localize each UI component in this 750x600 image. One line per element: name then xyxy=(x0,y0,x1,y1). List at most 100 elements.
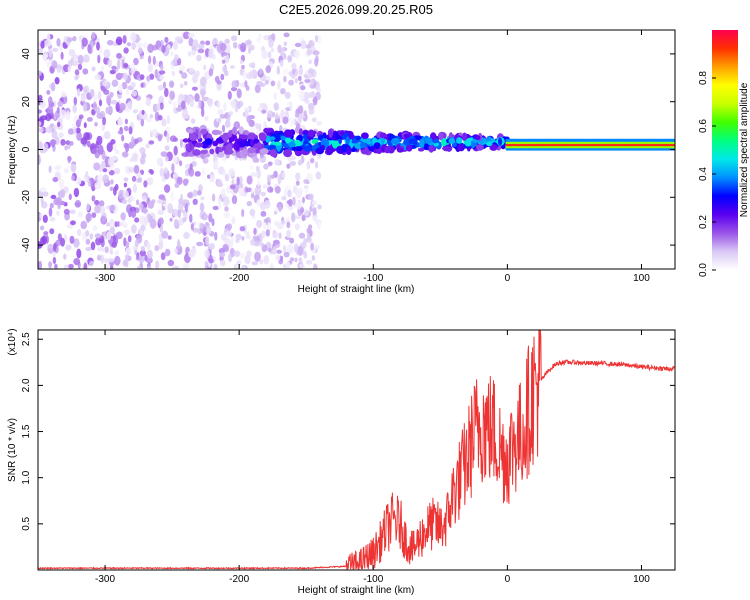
heatmap-cell xyxy=(66,224,72,229)
heatmap-cell xyxy=(89,233,94,240)
heatmap-cell xyxy=(91,66,96,72)
heatmap-cell xyxy=(366,140,372,145)
heatmap-cell xyxy=(49,139,57,146)
heatmap-cell xyxy=(267,161,273,166)
heatmap-cell xyxy=(297,159,303,166)
heatmap-cell xyxy=(328,129,333,138)
heatmap-cell xyxy=(182,138,189,143)
snr-ylabel: SNR (10 * v/v) xyxy=(7,418,18,482)
heatmap-cell xyxy=(145,143,150,149)
heatmap-cell xyxy=(57,121,61,128)
heatmap-cell xyxy=(107,258,115,263)
heatmap-cell xyxy=(159,167,164,178)
heatmap-cell xyxy=(192,73,198,84)
heatmap-cell xyxy=(239,134,249,140)
heatmap-cell xyxy=(123,125,129,132)
heatmap-cell xyxy=(423,142,429,151)
heatmap-cell xyxy=(82,68,89,75)
heatmap-cell xyxy=(298,67,304,77)
heatmap-cell xyxy=(308,224,313,230)
heatmap-cell xyxy=(103,258,109,263)
y-tick-label: 20 xyxy=(21,96,32,108)
heatmap-cell xyxy=(109,226,115,235)
heatmap-cell xyxy=(305,259,313,265)
heatmap-cell xyxy=(307,193,314,200)
heatmap-cell xyxy=(121,198,128,205)
heatmap-cell xyxy=(54,263,58,269)
heatmap-cell xyxy=(250,188,254,195)
heatmap-cell xyxy=(179,94,185,100)
heatmap-cell xyxy=(164,156,169,162)
heatmap-cell xyxy=(76,131,82,141)
heatmap-cell xyxy=(224,38,230,44)
heatmap-cell xyxy=(277,44,282,54)
heatmap-cell xyxy=(257,141,262,148)
heatmap-cell xyxy=(48,96,53,105)
heatmap-cell xyxy=(419,139,424,148)
heatmap-cell xyxy=(236,176,240,186)
heatmap-cell xyxy=(115,36,123,46)
heatmap-cell xyxy=(249,70,253,80)
heatmap-cell xyxy=(70,220,76,226)
heatmap-cell xyxy=(38,142,44,151)
heatmap-cell xyxy=(127,198,132,204)
y-tick-label: 1.0 xyxy=(21,470,32,484)
heatmap-cell xyxy=(230,99,237,107)
heatmap-cell xyxy=(272,111,276,118)
heatmap-cell xyxy=(160,252,166,261)
heatmap-cell xyxy=(246,201,252,207)
heatmap-cell xyxy=(173,137,178,142)
heatmap-cell xyxy=(241,148,248,158)
heatmap-cell xyxy=(169,80,175,88)
heatmap-cell xyxy=(263,255,270,265)
heatmap-cell xyxy=(270,174,275,179)
heatmap-cell xyxy=(291,62,297,70)
heatmap-cell xyxy=(56,38,61,47)
heatmap-cell xyxy=(231,178,235,186)
heatmap-cell xyxy=(236,101,241,110)
heatmap-cell xyxy=(282,68,289,76)
heatmap-cell xyxy=(249,239,256,246)
heatmap-cell xyxy=(287,55,293,63)
heatmap-cell xyxy=(131,175,137,182)
heatmap-cell xyxy=(159,102,164,110)
heatmap-cell xyxy=(173,172,178,179)
heatmap-cell xyxy=(80,137,88,145)
heatmap-cell xyxy=(244,39,252,46)
heatmap-cell xyxy=(221,124,226,133)
heatmap-cell xyxy=(293,49,300,59)
heatmap-cell xyxy=(236,88,242,99)
heatmap-cell xyxy=(312,207,317,216)
heatmap-cell xyxy=(87,44,92,54)
heatmap-cell xyxy=(197,48,205,54)
heatmap-cell xyxy=(151,199,156,204)
heatmap-cell xyxy=(167,259,175,267)
heatmap-cell xyxy=(125,247,133,255)
heatmap-cell xyxy=(235,143,240,151)
heatmap-cell xyxy=(60,51,64,60)
heatmap-cell xyxy=(116,59,121,70)
heatmap-cell xyxy=(112,143,117,151)
heatmap-cell xyxy=(233,250,240,257)
heatmap-cell xyxy=(167,235,172,240)
heatmap-cell xyxy=(212,54,216,60)
heatmap-cell xyxy=(120,212,126,221)
heatmap-cell xyxy=(76,248,82,259)
heatmap-cell xyxy=(294,42,302,48)
heatmap-cell xyxy=(60,237,65,247)
heatmap-cell xyxy=(161,205,165,211)
heatmap-cell xyxy=(370,146,375,152)
y-tick-label: 2.5 xyxy=(21,332,32,346)
heatmap-cell xyxy=(143,216,149,226)
heatmap-cell xyxy=(85,238,91,245)
heatmap-cell xyxy=(408,138,418,145)
heatmap-cell xyxy=(265,229,270,237)
heatmap-cell xyxy=(428,145,434,153)
heatmap-cell xyxy=(187,51,192,57)
heatmap-cell xyxy=(247,147,256,154)
heatmap-cell xyxy=(303,179,309,184)
heatmap-cell xyxy=(184,163,192,169)
heatmap-cell xyxy=(121,151,129,158)
heatmap-cell xyxy=(179,65,186,72)
heatmap-cell xyxy=(196,190,202,196)
